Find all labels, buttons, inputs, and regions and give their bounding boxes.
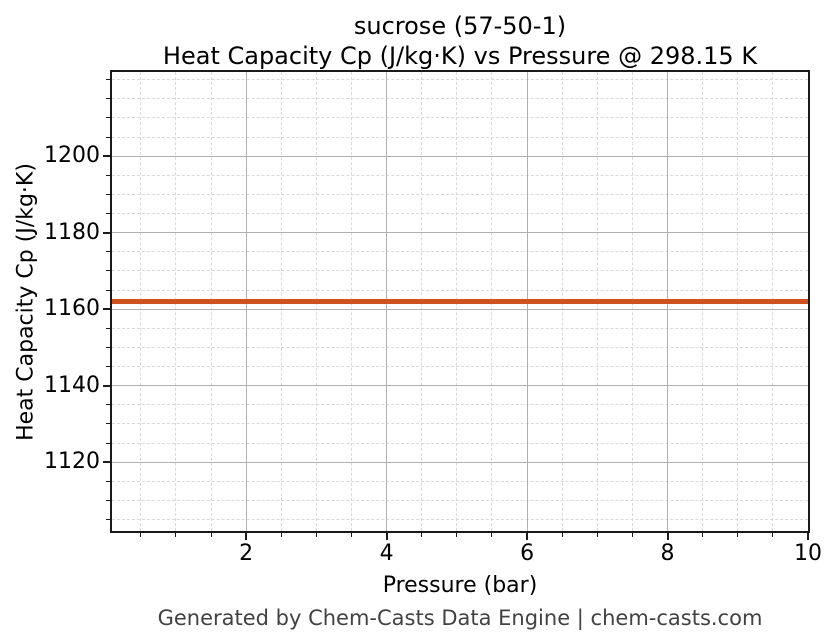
y-minor-tick bbox=[106, 346, 110, 348]
y-minor-gridline bbox=[112, 79, 808, 81]
chart-title: sucrose (57-50-1) bbox=[353, 12, 567, 40]
x-major-tick bbox=[807, 533, 809, 540]
x-minor-tick bbox=[140, 533, 142, 537]
x-tick-label: 6 bbox=[520, 541, 535, 566]
x-minor-tick bbox=[210, 533, 212, 537]
y-minor-tick bbox=[106, 174, 110, 176]
x-tick-label: 8 bbox=[660, 541, 675, 566]
x-minor-tick bbox=[456, 533, 458, 537]
y-minor-tick bbox=[106, 404, 110, 406]
x-minor-tick bbox=[350, 533, 352, 537]
y-minor-gridline bbox=[112, 174, 808, 176]
x-minor-tick bbox=[596, 533, 598, 537]
y-minor-gridline bbox=[112, 499, 808, 501]
y-minor-tick bbox=[106, 327, 110, 329]
y-minor-tick bbox=[106, 193, 110, 195]
x-tick-label: 4 bbox=[379, 541, 394, 566]
y-minor-gridline bbox=[112, 251, 808, 253]
y-tick-label: 1200 bbox=[44, 143, 100, 169]
y-major-tick bbox=[103, 384, 110, 387]
x-minor-tick bbox=[315, 533, 317, 537]
y-minor-tick bbox=[106, 423, 110, 425]
y-minor-gridline bbox=[112, 136, 808, 138]
footer-credit: Generated by Chem-Casts Data Engine | ch… bbox=[157, 606, 763, 630]
y-minor-tick bbox=[106, 251, 110, 253]
y-minor-tick bbox=[106, 213, 110, 215]
y-minor-tick bbox=[106, 79, 110, 81]
x-minor-tick bbox=[737, 533, 739, 537]
cp-series-line bbox=[112, 299, 808, 304]
y-minor-gridline bbox=[112, 480, 808, 482]
y-major-tick bbox=[103, 231, 110, 234]
y-tick-label: 1180 bbox=[44, 219, 100, 245]
y-minor-tick bbox=[106, 442, 110, 444]
y-major-gridline bbox=[112, 461, 808, 463]
x-minor-tick bbox=[175, 533, 177, 537]
y-major-tick bbox=[103, 461, 110, 464]
x-major-tick bbox=[666, 533, 669, 540]
y-tick-label: 1120 bbox=[44, 449, 100, 475]
x-major-tick bbox=[245, 533, 248, 540]
y-minor-tick bbox=[106, 519, 110, 521]
y-minor-gridline bbox=[112, 519, 808, 521]
y-minor-tick bbox=[106, 98, 110, 100]
y-minor-tick bbox=[106, 136, 110, 138]
y-major-gridline bbox=[112, 385, 808, 387]
y-minor-gridline bbox=[112, 442, 808, 444]
y-major-tick bbox=[103, 155, 110, 158]
x-axis-label: Pressure (bar) bbox=[382, 573, 538, 598]
x-minor-tick bbox=[631, 533, 633, 537]
y-minor-gridline bbox=[112, 117, 808, 119]
y-minor-tick bbox=[106, 270, 110, 272]
x-minor-tick bbox=[421, 533, 423, 537]
y-minor-gridline bbox=[112, 193, 808, 195]
y-minor-gridline bbox=[112, 270, 808, 272]
y-minor-gridline bbox=[112, 327, 808, 329]
y-major-tick bbox=[103, 308, 110, 311]
x-minor-tick bbox=[772, 533, 774, 537]
y-major-gridline bbox=[112, 232, 808, 234]
y-minor-gridline bbox=[112, 98, 808, 100]
x-major-tick bbox=[526, 533, 529, 540]
x-major-tick bbox=[385, 533, 388, 540]
chart-subtitle: Heat Capacity Cp (J/kg·K) vs Pressure @ … bbox=[162, 42, 758, 70]
y-minor-gridline bbox=[112, 366, 808, 368]
y-minor-tick bbox=[106, 117, 110, 119]
x-minor-tick bbox=[491, 533, 493, 537]
y-minor-gridline bbox=[112, 423, 808, 425]
y-minor-gridline bbox=[112, 289, 808, 291]
y-minor-gridline bbox=[112, 213, 808, 215]
y-minor-tick bbox=[106, 289, 110, 291]
y-major-gridline bbox=[112, 155, 808, 157]
y-minor-gridline bbox=[112, 346, 808, 348]
y-major-gridline bbox=[112, 308, 808, 310]
plot-area bbox=[110, 70, 810, 533]
y-minor-gridline bbox=[112, 404, 808, 406]
x-tick-label: 10 bbox=[794, 541, 822, 566]
y-tick-label: 1160 bbox=[44, 296, 100, 322]
x-minor-tick bbox=[561, 533, 563, 537]
y-tick-label: 1140 bbox=[44, 372, 100, 398]
x-minor-tick bbox=[702, 533, 704, 537]
y-minor-tick bbox=[106, 480, 110, 482]
x-minor-tick bbox=[280, 533, 282, 537]
x-tick-label: 2 bbox=[239, 541, 254, 566]
y-minor-tick bbox=[106, 366, 110, 368]
y-minor-tick bbox=[106, 499, 110, 501]
chart-title-block: sucrose (57-50-1) Heat Capacity Cp (J/kg… bbox=[110, 11, 810, 71]
